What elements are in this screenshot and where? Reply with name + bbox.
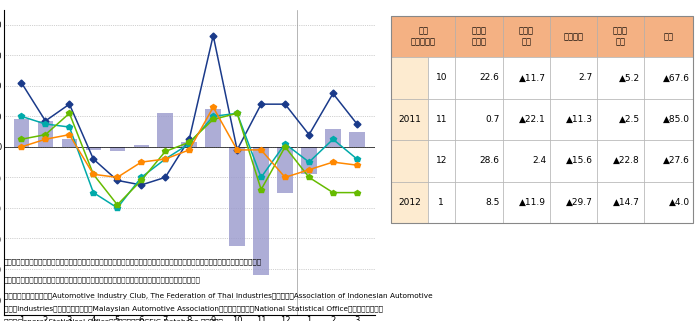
Text: 2011: 2011: [398, 115, 421, 124]
Text: ▲27.6: ▲27.6: [663, 156, 690, 165]
Bar: [38, 121, 53, 147]
Bar: [550, 140, 597, 182]
Bar: [181, 142, 197, 147]
Text: Industries（インドネシア）、Malaysian Automotive Association（マレーシア）、National Statistical : Industries（インドネシア）、Malaysian Automotive …: [4, 306, 382, 312]
Text: ▲67.6: ▲67.6: [663, 74, 690, 82]
Text: 10: 10: [435, 74, 447, 82]
Bar: [134, 145, 149, 147]
Text: ▲11.7: ▲11.7: [519, 74, 546, 82]
Bar: [597, 140, 643, 182]
Text: General Statistical Office（ベトナム））、CEIC Database から作成。: General Statistical Office（ベトナム））、CEIC D…: [4, 318, 223, 321]
Text: ベトナム: ベトナム: [564, 32, 583, 41]
Bar: [326, 128, 341, 147]
Bar: [428, 57, 455, 99]
Bar: [455, 182, 503, 223]
Bar: [455, 140, 503, 182]
Bar: [391, 16, 694, 223]
Bar: [428, 99, 455, 140]
Bar: [550, 16, 597, 57]
Bar: [503, 140, 550, 182]
Bar: [643, 182, 694, 223]
Bar: [14, 119, 29, 147]
Bar: [391, 99, 428, 140]
Bar: [550, 182, 597, 223]
Text: 0.7: 0.7: [485, 115, 499, 124]
Bar: [455, 16, 503, 57]
Bar: [455, 57, 503, 99]
Bar: [301, 147, 317, 174]
Text: ▲22.8: ▲22.8: [613, 156, 640, 165]
Bar: [597, 16, 643, 57]
Bar: [550, 57, 597, 99]
Text: ▲11.3: ▲11.3: [566, 115, 593, 124]
Bar: [428, 140, 455, 182]
Text: （フィリピンは、生産数量指数）から作成。フィリピンの２０１１年３月の数値は、未公表。: （フィリピンは、生産数量指数）から作成。フィリピンの２０１１年３月の数値は、未公…: [4, 276, 200, 283]
Bar: [428, 182, 455, 223]
Text: 2.4: 2.4: [532, 156, 546, 165]
Bar: [230, 147, 245, 246]
Text: 28.6: 28.6: [480, 156, 499, 165]
Bar: [391, 182, 428, 223]
Text: インド
ネシア: インド ネシア: [472, 27, 486, 46]
Bar: [391, 16, 455, 57]
Bar: [109, 147, 125, 152]
Bar: [597, 182, 643, 223]
Text: 備考：タイ、インドネシア、マレーシアについては、生産台数データから作成。フィリピン、ベトナムについては自動車の生産指数: 備考：タイ、インドネシア、マレーシアについては、生産台数データから作成。フィリピ…: [4, 258, 262, 265]
Bar: [277, 147, 293, 193]
Text: ▲15.6: ▲15.6: [566, 156, 593, 165]
Bar: [503, 99, 550, 140]
Text: 2012: 2012: [398, 198, 421, 207]
Text: ▲2.5: ▲2.5: [619, 115, 640, 124]
Bar: [158, 113, 173, 147]
Text: 8.5: 8.5: [485, 198, 499, 207]
Text: マレー
シア: マレー シア: [612, 27, 628, 46]
Text: ▲5.2: ▲5.2: [619, 74, 640, 82]
Text: 12: 12: [435, 156, 447, 165]
Bar: [62, 139, 77, 147]
Text: タイ: タイ: [664, 32, 673, 41]
Bar: [205, 109, 221, 147]
Text: 22.6: 22.6: [480, 74, 499, 82]
Text: フィリ
ビン: フィリ ビン: [519, 27, 534, 46]
Bar: [391, 140, 428, 182]
Bar: [643, 16, 694, 57]
Bar: [597, 99, 643, 140]
Text: 2.7: 2.7: [579, 74, 593, 82]
Text: ▲11.9: ▲11.9: [519, 198, 546, 207]
Text: ▲85.0: ▲85.0: [663, 115, 690, 124]
Bar: [503, 182, 550, 223]
Bar: [503, 16, 550, 57]
Bar: [349, 132, 365, 147]
Text: ▲14.7: ▲14.7: [613, 198, 640, 207]
Bar: [550, 99, 597, 140]
Text: 資料：各国の生産統計（Automotive Industry Club, The Federation of Thai Industries（タイ）、Assoc: 資料：各国の生産統計（Automotive Industry Club, The…: [4, 292, 432, 299]
Bar: [643, 140, 694, 182]
Text: 1: 1: [438, 198, 444, 207]
Text: 11: 11: [435, 115, 447, 124]
Text: ▲4.0: ▲4.0: [668, 198, 690, 207]
Bar: [455, 99, 503, 140]
Text: ▲29.7: ▲29.7: [566, 198, 593, 207]
Text: ▲22.1: ▲22.1: [519, 115, 546, 124]
Text: 前年
同月比：％: 前年 同月比：％: [411, 27, 435, 46]
Bar: [643, 99, 694, 140]
Bar: [643, 57, 694, 99]
Bar: [85, 147, 101, 150]
Bar: [253, 147, 269, 275]
Bar: [597, 57, 643, 99]
Bar: [503, 57, 550, 99]
Bar: [391, 57, 428, 99]
